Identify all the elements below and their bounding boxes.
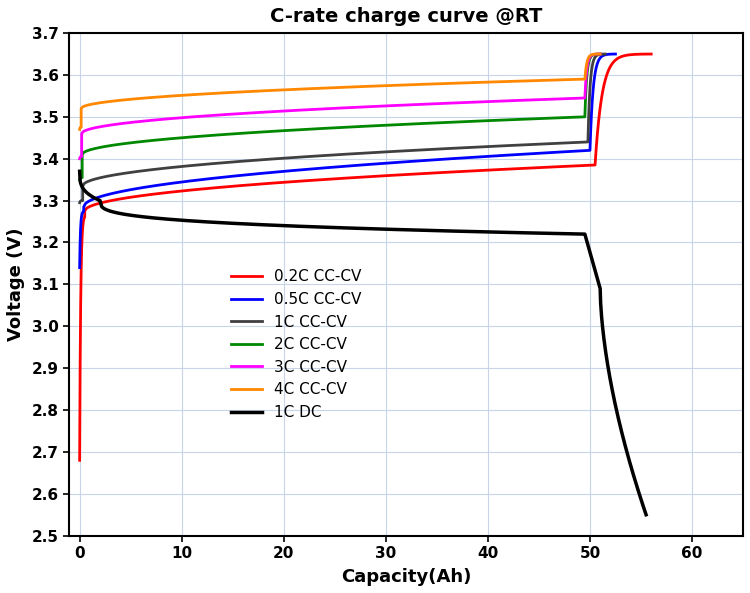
Legend: 0.2C CC-CV, 0.5C CC-CV, 1C CC-CV, 2C CC-CV, 3C CC-CV, 4C CC-CV, 1C DC: 0.2C CC-CV, 0.5C CC-CV, 1C CC-CV, 2C CC-… bbox=[225, 263, 368, 426]
Y-axis label: Voltage (V): Voltage (V) bbox=[7, 228, 25, 341]
X-axis label: Capacity(Ah): Capacity(Ah) bbox=[341, 568, 472, 586]
Title: C-rate charge curve @RT: C-rate charge curve @RT bbox=[270, 7, 542, 26]
